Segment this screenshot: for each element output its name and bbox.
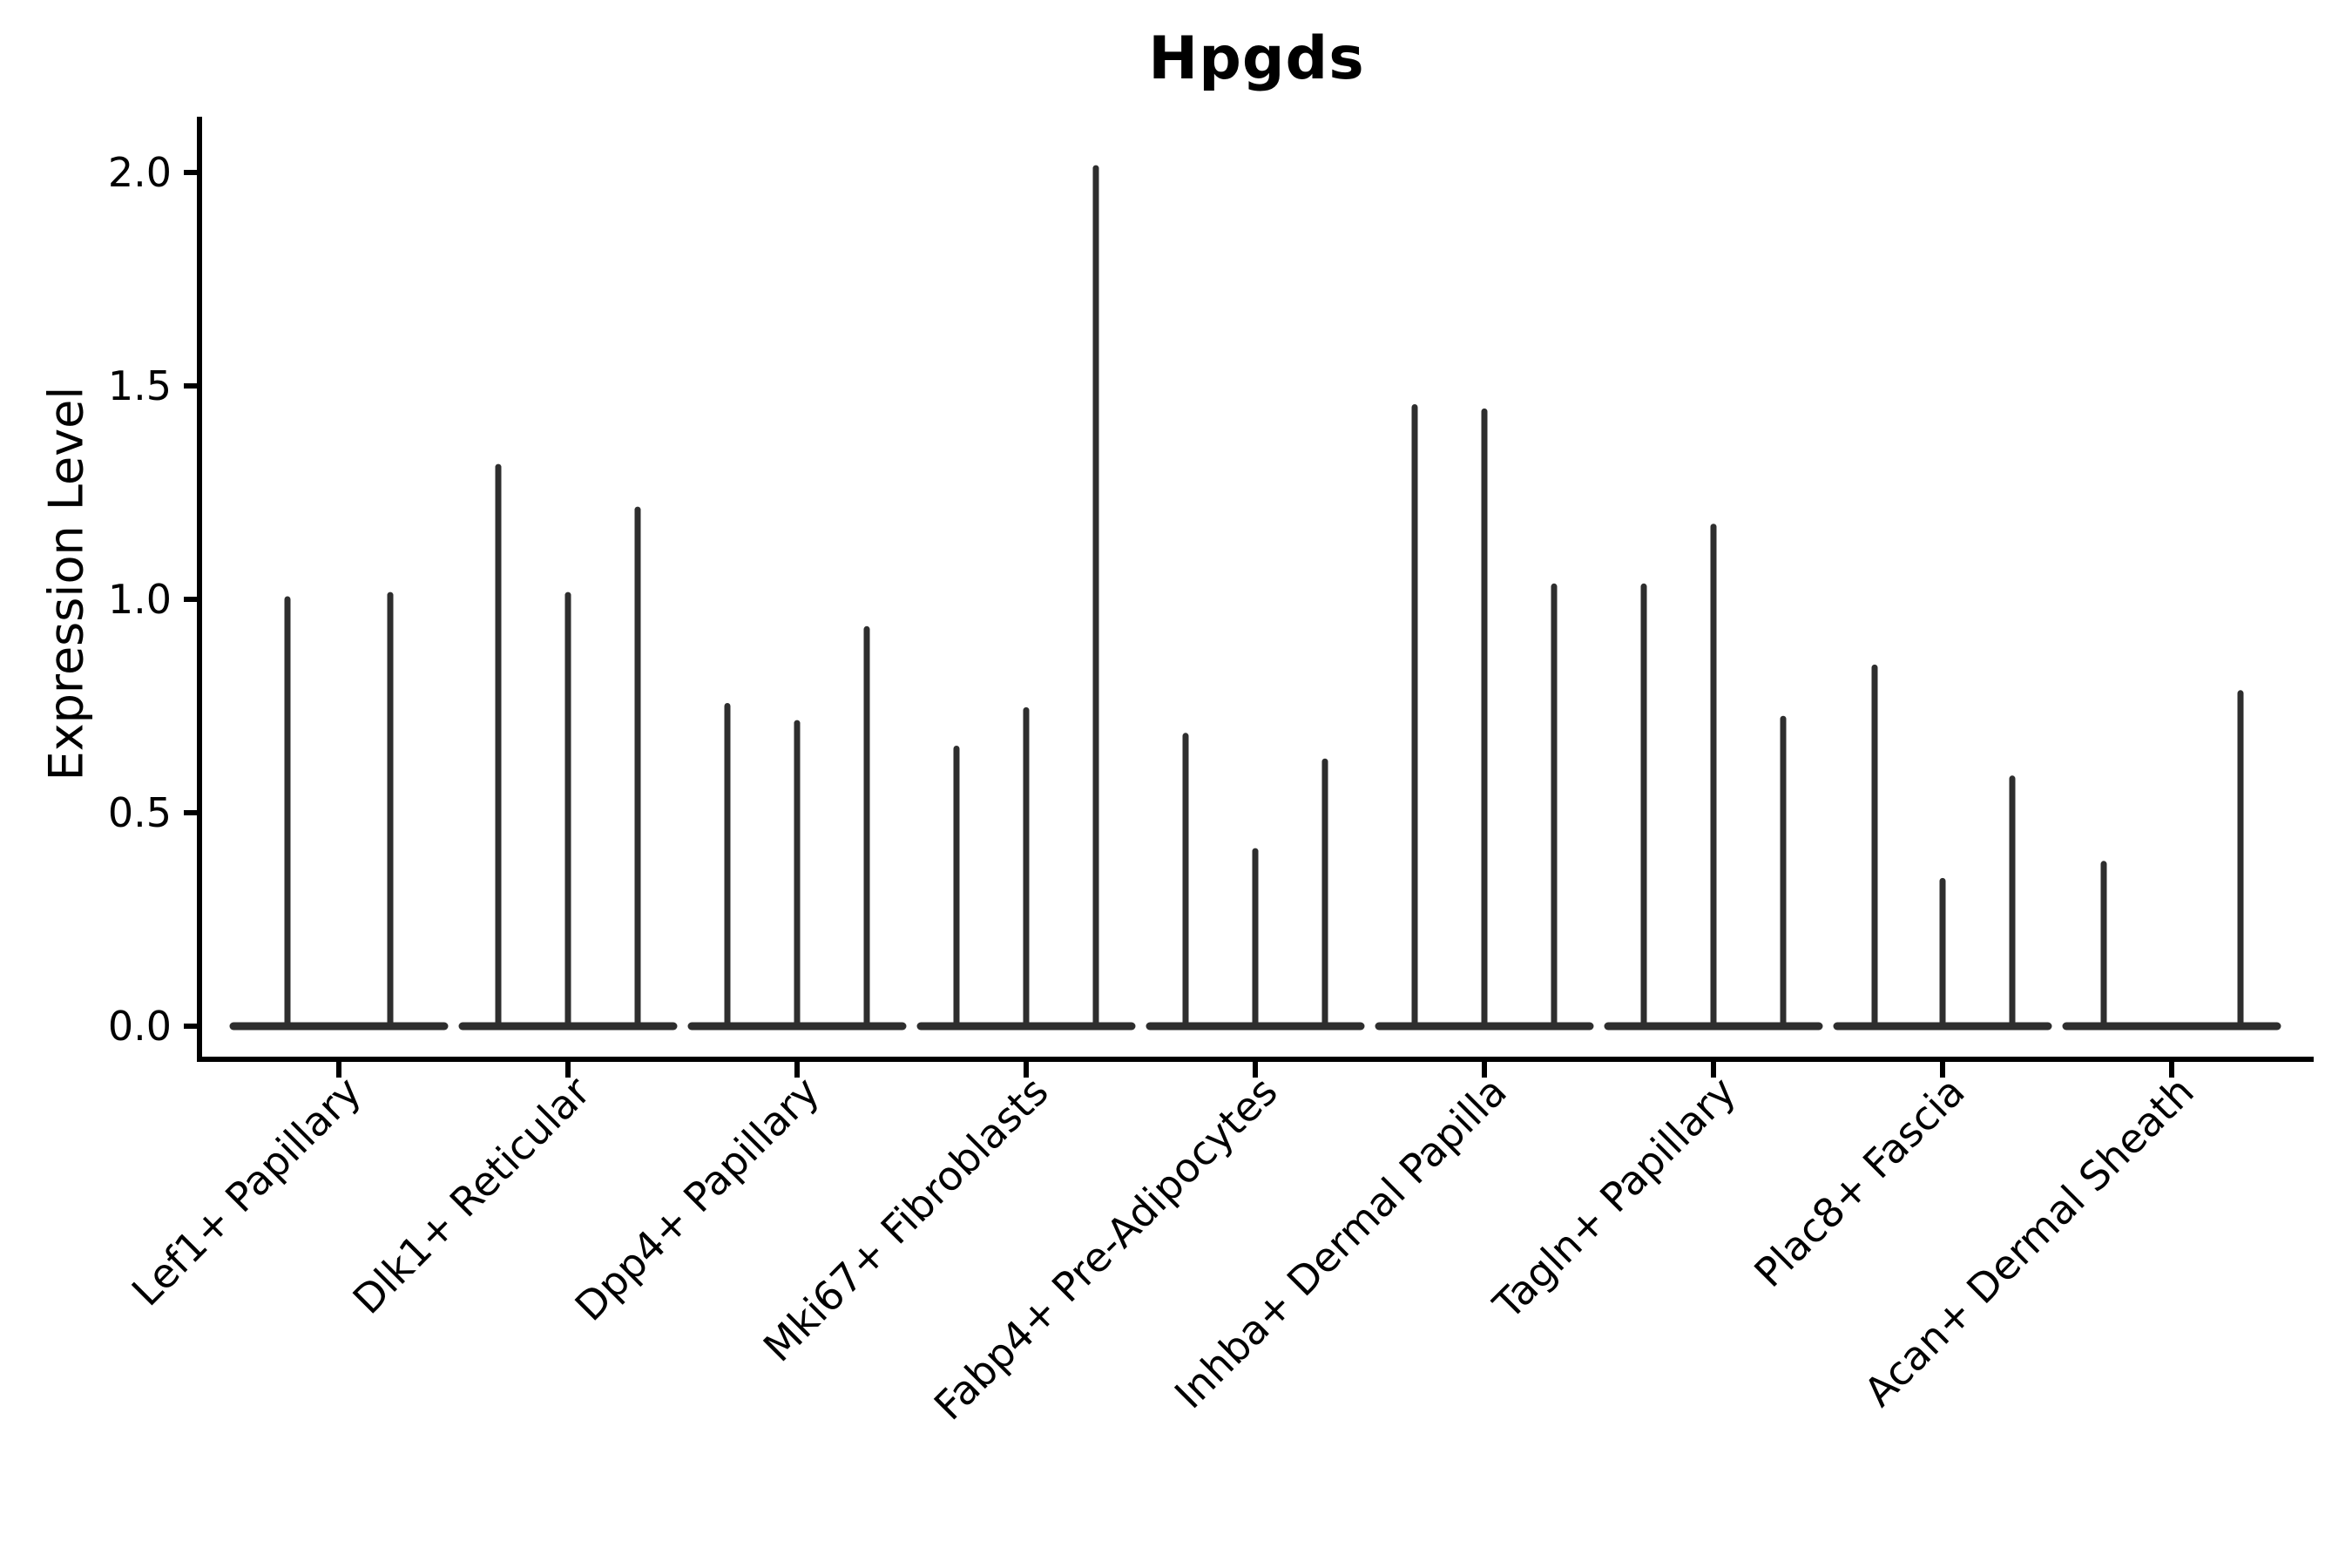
x-tick-label: Lef1+ Papillary [123, 1068, 370, 1315]
x-tick-label: Plac8+ Fascia [1745, 1068, 1973, 1296]
x-tick-label: Dpp4+ Papillary [566, 1068, 828, 1330]
y-tick-label: 1.0 [108, 576, 172, 623]
chart-title: Hpgds [1148, 24, 1365, 93]
x-tick-label: Dlk1+ Reticular [344, 1068, 599, 1323]
y-tick-label: 0.5 [108, 789, 172, 836]
y-tick-label: 2.0 [108, 149, 172, 196]
y-tick-label: 1.5 [108, 362, 172, 409]
y-tick-label: 0.0 [108, 1003, 172, 1050]
x-tick-label: Tagln+ Papillary [1484, 1068, 1745, 1329]
